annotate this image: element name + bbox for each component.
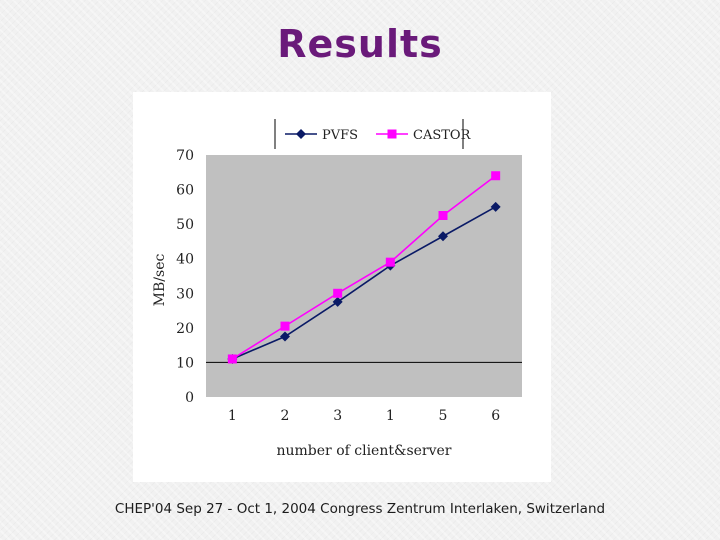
x-tick-label: 5 [439,408,448,424]
series-line-pvfs [232,206,497,360]
legend-swatch-marker [387,129,397,139]
data-point-castor [280,321,290,331]
chart-panel: PVFS CASTOR 0 10 20 30 40 50 60 70 1 2 3 1 5 6 MB/sec… [133,92,551,482]
y-tick-label: 0 [185,390,194,406]
data-point-castor [333,288,343,298]
y-tick-label: 30 [176,286,194,302]
legend-swatch-marker [296,129,306,139]
data-point-pvfs [438,231,448,242]
legend-label: CASTOR [413,128,472,143]
x-axis-label: number of client&server [277,443,452,459]
legend-item-castor: CASTOR [376,128,472,143]
y-tick-label: 60 [176,183,194,199]
y-tick-label: 10 [176,355,194,371]
x-tick-label: 1 [386,408,395,424]
series-castor [227,171,501,364]
chart-legend: PVFS CASTOR [274,119,472,149]
y-tick-label: 20 [176,321,194,337]
y-tick-label: 40 [176,252,194,268]
legend-label: PVFS [322,128,358,143]
y-tick-label: 70 [176,148,194,164]
data-point-castor [385,257,395,267]
data-point-castor [491,171,501,181]
line-chart: PVFS CASTOR 0 10 20 30 40 50 60 70 1 2 3 1 5 6 MB/sec… [152,119,522,459]
x-tick-label: 3 [333,408,342,424]
data-point-pvfs [332,296,343,307]
data-point-pvfs [280,331,290,342]
x-tick-label: 1 [228,408,237,424]
data-point-castor [438,211,448,220]
y-axis-label: MB/sec [152,254,168,307]
chart-series [227,171,501,364]
x-axis-ticks: 1 2 3 1 5 6 [228,408,500,424]
slide-footer: CHEP'04 Sep 27 - Oct 1, 2004 Congress Ze… [114,501,606,517]
slide-title: Results [277,22,443,66]
data-point-pvfs [490,201,501,212]
y-axis-ticks: 0 10 20 30 40 50 60 70 [176,148,194,406]
y-tick-label: 50 [176,217,194,233]
data-point-castor [227,354,237,364]
x-tick-label: 6 [491,408,500,424]
series-line-castor [231,175,497,360]
x-tick-label: 2 [281,408,290,424]
legend-item-pvfs: PVFS [285,128,358,143]
